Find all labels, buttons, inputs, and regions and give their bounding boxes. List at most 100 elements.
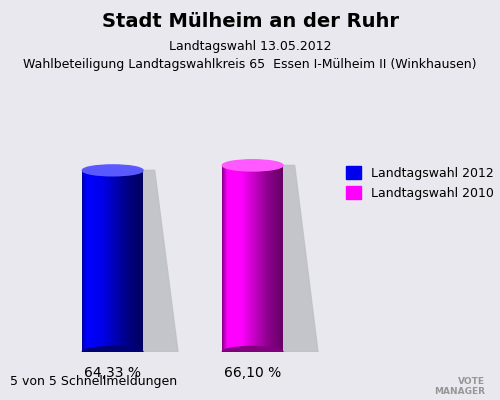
Bar	[280, 165, 281, 352]
Bar	[140, 170, 141, 352]
Bar	[240, 165, 241, 352]
Bar	[256, 165, 257, 352]
Bar	[124, 170, 125, 352]
Bar	[116, 170, 117, 352]
Bar	[137, 170, 138, 352]
Bar	[120, 170, 121, 352]
Bar	[138, 170, 139, 352]
Bar	[112, 170, 113, 352]
Bar	[116, 170, 118, 352]
Bar	[256, 165, 258, 352]
Legend: Landtagswahl 2012, Landtagswahl 2010: Landtagswahl 2012, Landtagswahl 2010	[346, 166, 494, 200]
Bar	[240, 165, 242, 352]
Bar	[252, 165, 254, 352]
Bar	[112, 170, 114, 352]
Bar	[265, 165, 266, 352]
Bar	[106, 170, 108, 352]
Bar	[142, 170, 143, 352]
Text: 66,10 %: 66,10 %	[224, 366, 281, 380]
Bar	[276, 165, 277, 352]
Bar	[262, 165, 263, 352]
Bar	[281, 165, 282, 352]
Bar	[131, 170, 132, 352]
Ellipse shape	[222, 160, 283, 171]
Bar	[102, 170, 104, 352]
Bar	[278, 165, 279, 352]
Bar	[121, 170, 122, 352]
Bar	[106, 170, 107, 352]
Bar	[226, 165, 228, 352]
Bar	[136, 170, 137, 352]
Bar	[266, 165, 267, 352]
Bar	[100, 170, 101, 352]
Bar	[238, 165, 240, 352]
Bar	[242, 165, 244, 352]
Bar	[127, 170, 128, 352]
Bar	[104, 170, 106, 352]
Bar	[268, 165, 269, 352]
Bar	[244, 165, 245, 352]
Ellipse shape	[82, 346, 143, 358]
Bar	[242, 165, 243, 352]
Bar	[104, 170, 105, 352]
Bar	[222, 165, 224, 352]
Bar	[102, 170, 103, 352]
Bar	[129, 170, 130, 352]
Bar	[271, 165, 272, 352]
Bar	[98, 170, 100, 352]
Bar	[118, 170, 119, 352]
Bar	[252, 165, 253, 352]
Bar	[228, 165, 230, 352]
Bar	[230, 165, 232, 352]
Bar	[258, 165, 259, 352]
Bar	[108, 170, 109, 352]
Text: Stadt Mülheim an der Ruhr: Stadt Mülheim an der Ruhr	[102, 12, 399, 31]
Text: 5 von 5 Schnellmeldungen: 5 von 5 Schnellmeldungen	[10, 375, 177, 388]
Bar	[110, 170, 111, 352]
Ellipse shape	[222, 346, 283, 358]
Bar	[274, 165, 275, 352]
Text: Wahlbeteiligung Landtagswahlkreis 65  Essen I-Mülheim II (Winkhausen): Wahlbeteiligung Landtagswahlkreis 65 Ess…	[23, 58, 477, 71]
Bar	[273, 165, 274, 352]
Bar	[250, 165, 252, 352]
Bar	[132, 170, 133, 352]
Bar	[100, 170, 102, 352]
Bar	[135, 170, 136, 352]
Bar	[258, 165, 260, 352]
Bar	[279, 165, 280, 352]
Bar	[122, 170, 123, 352]
Text: VOTE
MANAGER: VOTE MANAGER	[434, 377, 485, 396]
Bar	[224, 165, 226, 352]
Bar	[130, 170, 131, 352]
Bar	[272, 165, 273, 352]
Bar	[244, 165, 246, 352]
Bar	[248, 165, 250, 352]
Bar	[139, 170, 140, 352]
Bar	[260, 165, 261, 352]
Bar	[246, 165, 247, 352]
Bar	[108, 170, 110, 352]
Bar	[84, 170, 86, 352]
Bar	[141, 170, 142, 352]
Ellipse shape	[82, 165, 143, 176]
Bar	[82, 170, 84, 352]
Bar	[254, 165, 256, 352]
Bar	[261, 165, 262, 352]
Bar	[96, 170, 98, 352]
Text: Landtagswahl 13.05.2012: Landtagswahl 13.05.2012	[169, 40, 331, 53]
Bar	[118, 170, 120, 352]
Bar	[236, 165, 238, 352]
Bar	[126, 170, 127, 352]
Bar	[134, 170, 135, 352]
Polygon shape	[94, 170, 178, 352]
Bar	[263, 165, 264, 352]
Bar	[269, 165, 270, 352]
Bar	[250, 165, 251, 352]
Bar	[86, 170, 88, 352]
Polygon shape	[234, 165, 318, 352]
Bar	[114, 170, 116, 352]
Bar	[248, 165, 249, 352]
Text: 64,33 %: 64,33 %	[84, 366, 141, 380]
Bar	[254, 165, 255, 352]
Bar	[125, 170, 126, 352]
